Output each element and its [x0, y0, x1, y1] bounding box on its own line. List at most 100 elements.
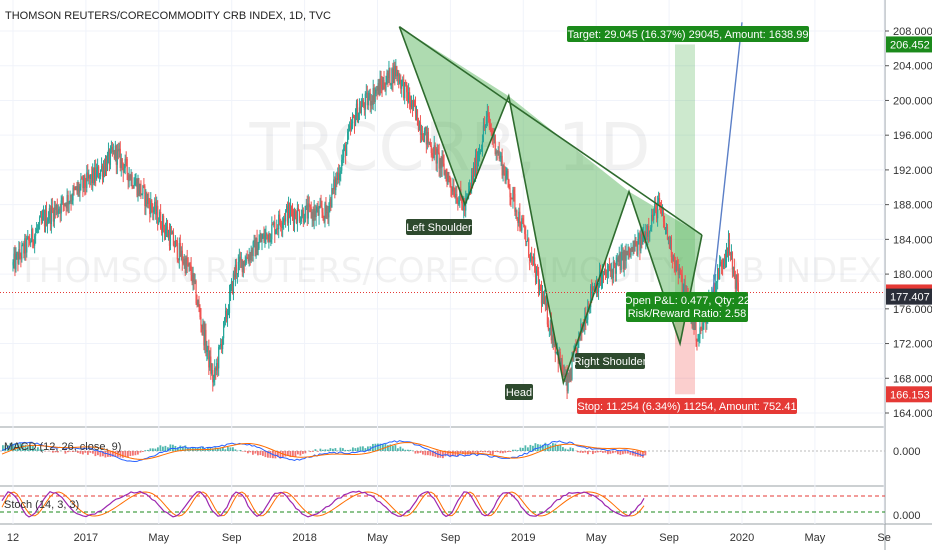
- candle-body: [20, 255, 22, 259]
- candle-body: [253, 239, 255, 243]
- candle-body: [81, 178, 83, 180]
- candle-body: [251, 250, 253, 256]
- candle-body: [519, 211, 521, 228]
- macd-histogram-bar: [489, 451, 492, 455]
- candle-body: [467, 193, 469, 197]
- chart-title: THOMSON REUTERS/CORECOMMODITY CRB INDEX,…: [5, 10, 331, 22]
- candle-body: [102, 166, 105, 177]
- candle-body: [513, 189, 515, 194]
- candle-body: [19, 249, 21, 256]
- candle-body: [725, 249, 728, 258]
- candle-body: [720, 261, 723, 267]
- candle-body: [458, 200, 460, 204]
- candle-body: [641, 233, 643, 245]
- candle-body: [462, 203, 464, 211]
- macd-histogram-bar: [564, 448, 567, 451]
- candle-body: [518, 211, 520, 224]
- candle-body: [344, 145, 346, 149]
- candle-body: [60, 200, 62, 214]
- candle-body: [569, 375, 571, 380]
- candle-body: [302, 209, 304, 223]
- candle-body: [162, 215, 165, 229]
- macd-histogram-bar: [434, 451, 437, 457]
- candle-body: [199, 308, 201, 317]
- candle-body: [339, 173, 341, 181]
- candle-body: [28, 236, 30, 241]
- target-zone[interactable]: [675, 44, 695, 293]
- candle-body: [31, 228, 33, 243]
- macd-histogram-bar: [604, 451, 607, 453]
- candle-body: [603, 268, 606, 275]
- candle-body: [528, 238, 530, 257]
- head-area[interactable]: [508, 96, 630, 383]
- macd-histogram-bar: [259, 451, 262, 456]
- candle-body: [650, 227, 652, 232]
- candle-body: [284, 218, 286, 222]
- macd-histogram-bar: [37, 447, 39, 451]
- candle-body: [410, 100, 413, 108]
- candle-body: [217, 363, 219, 369]
- left-shoulder-area[interactable]: [399, 26, 509, 205]
- macd-histogram-bar: [457, 451, 459, 457]
- price-axis: 208.000 204.000 200.000 196.000 192.000 188.0…: [885, 26, 932, 420]
- candle-body: [371, 100, 373, 105]
- candle-body: [174, 240, 176, 248]
- macd-histogram-bar: [74, 451, 77, 452]
- macd-histogram-bar: [514, 449, 517, 451]
- candle-body: [165, 226, 168, 230]
- candle-body: [695, 317, 697, 342]
- candle-body: [211, 369, 213, 374]
- y-tick-label: 168.000: [893, 373, 932, 385]
- macd-histogram-bar: [267, 451, 269, 458]
- candle-body: [198, 301, 200, 309]
- candle-body: [408, 92, 410, 102]
- macd-histogram-bar: [644, 451, 647, 456]
- candle-body: [540, 288, 543, 304]
- candle-body: [403, 79, 405, 99]
- candle-body: [323, 215, 325, 222]
- candle-body: [25, 238, 27, 253]
- candle-body: [120, 158, 122, 168]
- candle-body: [329, 198, 331, 207]
- candle-body: [247, 258, 249, 262]
- pattern-zigzag: [398, 26, 703, 386]
- macd-histogram-bar: [87, 451, 89, 455]
- candle-body: [29, 240, 31, 244]
- macd-histogram-bar: [299, 451, 302, 456]
- candle-body: [117, 149, 119, 152]
- candle-body: [100, 165, 103, 170]
- candle-body: [176, 240, 178, 260]
- macd-histogram-bar: [167, 447, 169, 451]
- macd-histogram-bar: [184, 445, 187, 451]
- candle-body: [231, 281, 234, 294]
- candle-body: [97, 166, 99, 171]
- macd-histogram-bar: [314, 449, 317, 451]
- x-tick-label: Sep: [659, 532, 679, 544]
- candle-body: [73, 187, 75, 189]
- candle-body: [669, 237, 672, 249]
- candle-body: [596, 281, 599, 293]
- candle-body: [149, 203, 151, 215]
- candle-body: [470, 185, 472, 187]
- candle-body: [546, 303, 548, 325]
- head-label: Head: [506, 387, 532, 399]
- macd-histogram-bar: [492, 451, 494, 455]
- candle-body: [46, 221, 49, 226]
- x-tick-label: May: [805, 532, 826, 544]
- macd-histogram-bar: [124, 451, 127, 458]
- candle-body: [437, 148, 439, 153]
- price-tag-label: 166.153: [890, 389, 930, 401]
- candle-body: [337, 172, 339, 180]
- macd-histogram-bar: [64, 451, 67, 454]
- candle-body: [525, 234, 527, 242]
- candle-body: [259, 238, 261, 242]
- candle-body: [297, 207, 300, 211]
- macd-histogram-bar: [112, 451, 114, 457]
- candle-body: [495, 151, 497, 155]
- candle-body: [241, 259, 243, 273]
- candle-body: [204, 329, 206, 346]
- candle-body: [385, 84, 387, 91]
- candle-body: [491, 130, 493, 137]
- x-tick-label: 2017: [74, 532, 98, 544]
